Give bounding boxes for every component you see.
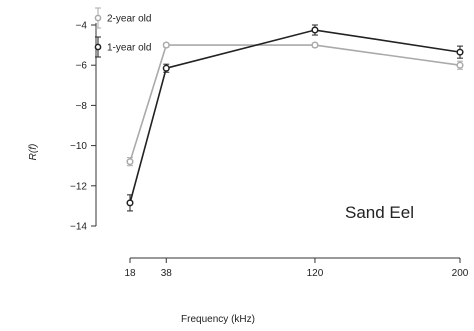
y-tick-label: −6 [76, 61, 88, 72]
data-point [311, 41, 319, 49]
series-line [129, 44, 461, 162]
y-tick-label: −12 [70, 181, 87, 192]
sand-eel-annotation: Sand Eel [345, 203, 414, 222]
y-tick-label: −4 [76, 21, 88, 32]
x-tick-label: 18 [124, 268, 136, 279]
y-tick-label: −10 [70, 141, 87, 152]
series-2 [126, 24, 464, 212]
axes-group: −14 −12 −10 −8 −6 −4 18 38 120 200 [70, 21, 469, 280]
series-line [129, 29, 461, 204]
data-point [456, 48, 464, 56]
y-axis-label: R(f) [28, 144, 39, 161]
data-point [126, 158, 134, 166]
series-layer [126, 24, 464, 212]
data-point [162, 41, 170, 49]
legend-label: 2-year old [107, 14, 151, 25]
legend-label: 1-year old [107, 43, 151, 54]
series-1 [126, 41, 464, 167]
legend-item: 2-year old [94, 7, 151, 29]
data-point [456, 61, 464, 69]
y-tick-label: −8 [76, 101, 88, 112]
legend: 2-year old 1-year old [94, 7, 151, 58]
legend-marker [94, 14, 102, 22]
data-point [162, 64, 170, 72]
legend-marker [94, 43, 102, 51]
x-axis-label: Frequency (kHz) [181, 314, 255, 325]
legend-item: 1-year old [94, 36, 151, 58]
data-point [126, 199, 134, 207]
y-tick-label: −14 [70, 222, 87, 233]
x-tick-label: 120 [307, 268, 324, 279]
x-tick-label: 200 [452, 268, 469, 279]
data-point [311, 26, 319, 34]
x-tick-label: 38 [161, 268, 173, 279]
